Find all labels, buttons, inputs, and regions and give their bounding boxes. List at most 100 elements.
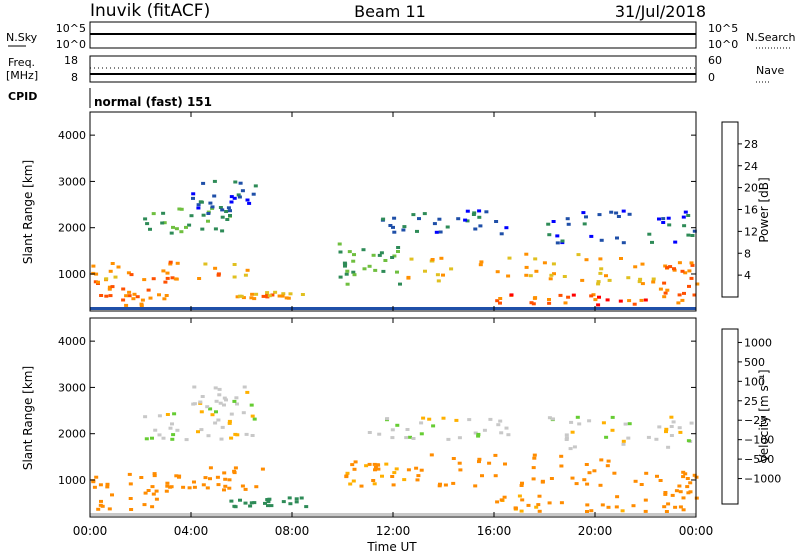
data-cell (663, 492, 668, 496)
data-cell (404, 436, 409, 440)
data-cell (676, 301, 681, 305)
data-cell (372, 482, 377, 486)
data-cell (504, 226, 509, 230)
data-cell (570, 476, 575, 480)
data-cell (250, 292, 255, 296)
data-cell (434, 230, 439, 234)
data-cell (381, 217, 386, 221)
data-cell (585, 482, 590, 486)
data-cell (300, 293, 305, 296)
data-cell (364, 464, 369, 468)
data-cell (498, 419, 503, 423)
data-cell (559, 501, 564, 505)
y-tick-label: 1000 (58, 268, 86, 281)
data-cell (632, 302, 637, 306)
data-cell (665, 266, 670, 270)
freq-tick-top: 18 (64, 54, 78, 67)
data-cell (236, 193, 241, 197)
data-cell (371, 253, 376, 257)
data-cell (373, 268, 378, 272)
data-cell (451, 481, 456, 485)
data-cell (402, 478, 407, 482)
data-cell (596, 282, 601, 286)
data-cell (104, 294, 109, 298)
data-cell (589, 509, 594, 513)
data-cell (222, 403, 226, 407)
data-cell (610, 428, 615, 432)
nsky-tick-top: 10^5 (56, 22, 86, 35)
data-cell (238, 498, 242, 502)
nave-tick-bottom: 0 (708, 71, 715, 84)
data-cell (671, 420, 676, 424)
data-cell (373, 465, 378, 469)
data-cell (436, 279, 441, 283)
data-cell (607, 278, 612, 282)
cpid-value: normal (fast) 151 (94, 95, 212, 109)
data-cell (392, 216, 397, 220)
data-cell (164, 294, 169, 297)
data-cell (199, 410, 204, 414)
data-cell (681, 475, 686, 479)
data-cell (520, 481, 524, 485)
data-cell (220, 208, 225, 212)
y-tick-label: 2000 (58, 428, 86, 441)
data-cell (551, 262, 556, 266)
data-cell (208, 477, 212, 481)
power-axes-frame (89, 111, 697, 312)
data-cell (416, 474, 421, 478)
data-cell (273, 290, 278, 294)
data-cell (564, 436, 569, 440)
data-cell (227, 419, 232, 423)
data-cell (373, 468, 377, 472)
colorbar-tick-label: 24 (744, 160, 758, 173)
data-cell (380, 474, 384, 478)
data-cell (685, 477, 690, 480)
data-cell (572, 445, 577, 449)
data-cell (477, 209, 482, 213)
y-tick-label: 4000 (58, 129, 86, 142)
data-cell (620, 509, 625, 513)
data-cell (287, 496, 292, 500)
data-cell (678, 505, 683, 509)
x-tick-label: 08:00 (275, 524, 310, 538)
data-cell (520, 498, 525, 502)
data-cell (419, 468, 424, 472)
data-cell (104, 277, 109, 281)
data-cell (284, 296, 289, 300)
data-cell (411, 437, 416, 440)
data-cell (435, 273, 440, 277)
data-cell (614, 505, 619, 509)
date-title: 31/Jul/2018 (615, 2, 706, 21)
data-cell (294, 497, 299, 501)
data-cell (377, 432, 382, 436)
data-cell (647, 232, 652, 236)
data-cell (689, 261, 694, 265)
data-cell (222, 471, 227, 475)
data-cell (107, 507, 112, 511)
data-cell (673, 505, 678, 509)
data-cell (92, 485, 97, 489)
data-cell (391, 225, 395, 229)
data-cell (581, 211, 586, 215)
data-cell (681, 508, 686, 512)
data-cell (154, 497, 159, 501)
data-cell (621, 241, 626, 245)
data-cell (192, 480, 196, 484)
data-cell (441, 416, 446, 420)
data-cell (121, 298, 126, 302)
data-cell (680, 269, 685, 273)
data-cell (451, 457, 456, 460)
data-cell (643, 498, 648, 502)
data-cell (555, 234, 560, 238)
data-cell (623, 422, 628, 426)
data-cell (212, 179, 217, 183)
data-cell (566, 222, 571, 226)
data-cell (465, 219, 470, 223)
data-cell (598, 483, 603, 487)
data-cell (609, 210, 614, 214)
data-cell (350, 463, 355, 467)
data-cell (199, 428, 204, 432)
data-cell (129, 273, 134, 277)
data-cell (203, 262, 208, 266)
data-cell (547, 301, 552, 305)
